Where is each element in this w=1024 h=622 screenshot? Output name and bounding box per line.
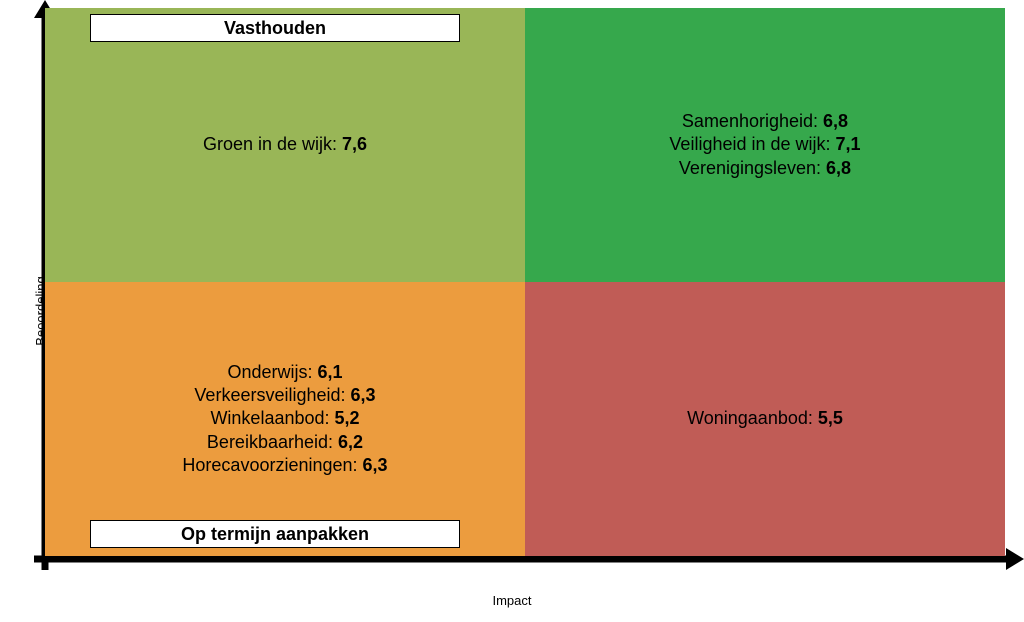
item-label: Horecavoorzieningen: xyxy=(182,455,362,475)
item-value: 6,3 xyxy=(351,385,376,405)
quadrant-title-bottom-left: Op termijn aanpakken xyxy=(90,520,460,548)
item-value: 7,1 xyxy=(836,134,861,154)
quadrant-items: Onderwijs: 6,1Verkeersveiligheid: 6,3Win… xyxy=(182,361,387,478)
quadrant-items: Woningaanbod: 5,5 xyxy=(687,407,843,430)
x-axis-label: Impact xyxy=(0,593,1024,608)
item-label: Verenigingsleven: xyxy=(679,158,826,178)
data-row: Verenigingsleven: 6,8 xyxy=(669,157,860,180)
data-row: Winkelaanbod: 5,2 xyxy=(182,407,387,430)
item-value: 5,2 xyxy=(335,408,360,428)
data-row: Onderwijs: 6,1 xyxy=(182,361,387,384)
item-value: 6,8 xyxy=(823,111,848,131)
item-value: 6,2 xyxy=(338,432,363,452)
quadrant-bottom-right: Woningaanbod: 5,5 Direct aanpakken xyxy=(525,282,1005,556)
quadrant-bottom-left: Onderwijs: 6,1Verkeersveiligheid: 6,3Win… xyxy=(45,282,525,556)
data-row: Woningaanbod: 5,5 xyxy=(687,407,843,430)
item-label: Bereikbaarheid: xyxy=(207,432,338,452)
quadrant-title-top-left: Vasthouden xyxy=(90,14,460,42)
item-value: 6,8 xyxy=(826,158,851,178)
quadrant-top-left: Vasthouden Groen in de wijk: 7,6 xyxy=(45,8,525,282)
matrix-chart: Beoordeling Impact Vasthouden Groen in d… xyxy=(0,0,1024,622)
item-value: 7,6 xyxy=(342,134,367,154)
data-row: Horecavoorzieningen: 6,3 xyxy=(182,454,387,477)
item-label: Samenhorigheid: xyxy=(682,111,823,131)
data-row: Bereikbaarheid: 6,2 xyxy=(182,431,387,454)
item-label: Woningaanbod: xyxy=(687,408,818,428)
plot-area: Vasthouden Groen in de wijk: 7,6 Benutte… xyxy=(45,8,1005,556)
quadrant-top-right: Benutten Samenhorigheid: 6,8Veiligheid i… xyxy=(525,8,1005,282)
data-row: Groen in de wijk: 7,6 xyxy=(203,133,367,156)
quadrant-items: Samenhorigheid: 6,8Veiligheid in de wijk… xyxy=(669,110,860,180)
item-value: 6,1 xyxy=(317,362,342,382)
quadrant-items: Groen in de wijk: 7,6 xyxy=(203,133,367,156)
data-row: Verkeersveiligheid: 6,3 xyxy=(182,384,387,407)
item-value: 6,3 xyxy=(363,455,388,475)
item-label: Veiligheid in de wijk: xyxy=(669,134,835,154)
data-row: Samenhorigheid: 6,8 xyxy=(669,110,860,133)
item-label: Verkeersveiligheid: xyxy=(194,385,350,405)
item-label: Onderwijs: xyxy=(227,362,317,382)
item-label: Groen in de wijk: xyxy=(203,134,342,154)
item-value: 5,5 xyxy=(818,408,843,428)
data-row: Veiligheid in de wijk: 7,1 xyxy=(669,133,860,156)
item-label: Winkelaanbod: xyxy=(210,408,334,428)
